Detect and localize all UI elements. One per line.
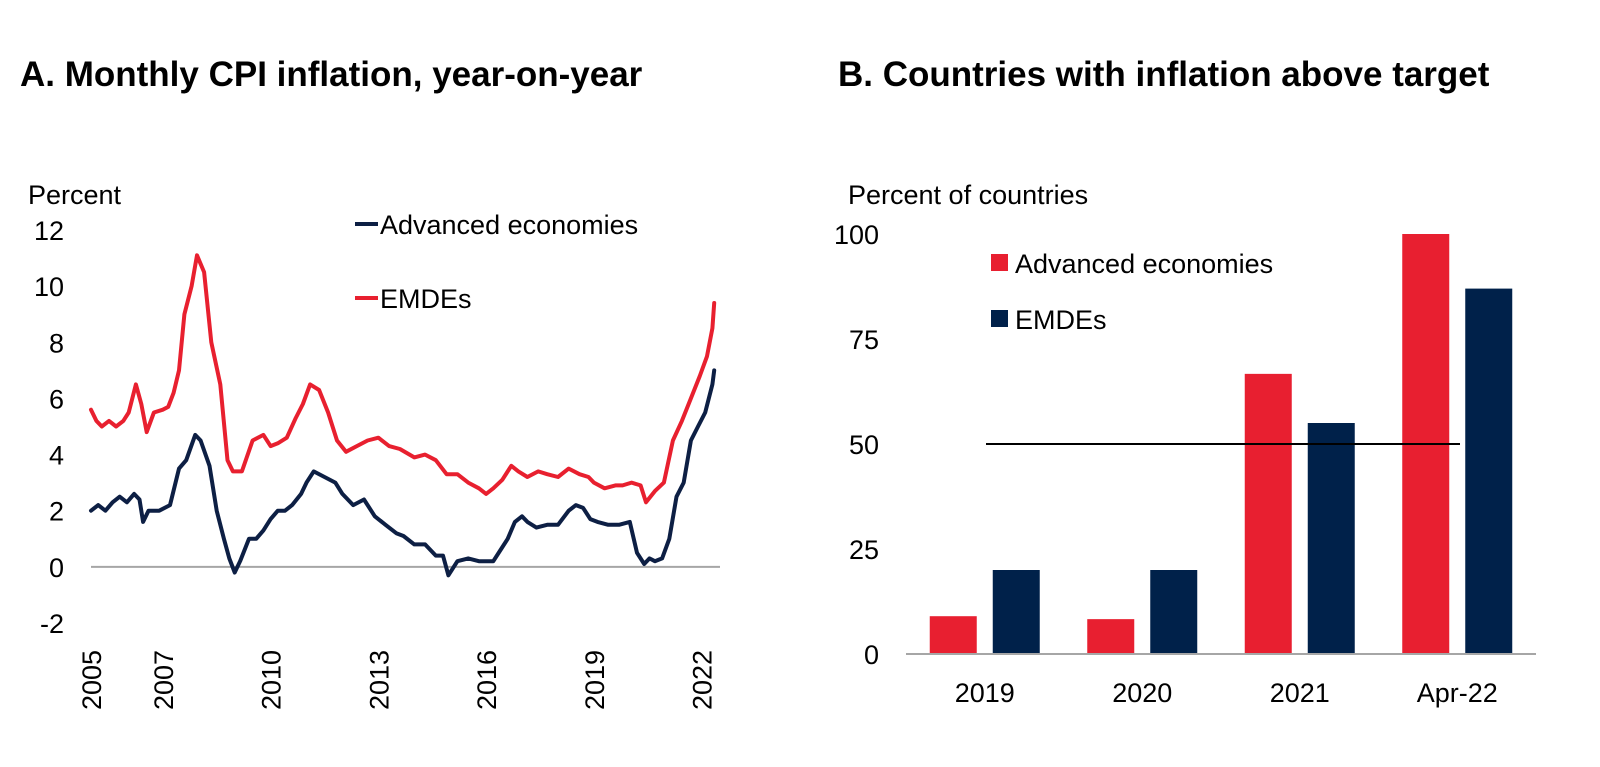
chart-b-bar-emdes	[1465, 288, 1513, 654]
chart-a-x-tick-label: 2013	[364, 650, 394, 710]
chart-b-x-tick-label: 2019	[955, 678, 1015, 708]
chart-a-y-tick-label: 6	[49, 384, 64, 414]
chart-a-series-emdes-line	[89, 253, 717, 505]
chart-b-x-tick-label: 2021	[1270, 678, 1330, 708]
chart-b-title: B. Countries with inflation above target	[838, 55, 1490, 94]
chart-a-y-tick-label: 10	[34, 272, 64, 302]
chart-a-x-tick-label: 2010	[257, 650, 287, 710]
chart-a-legend-emdes-label: EMDEs	[380, 284, 472, 314]
chart-a-title: A. Monthly CPI inflation, year-on-year	[20, 55, 643, 94]
chart-a-legend-advanced-label: Advanced economies	[380, 210, 638, 240]
chart-a-y-tick-label: -2	[40, 609, 64, 639]
chart-b-bar-emdes	[992, 570, 1040, 654]
chart-a-x-tick-label: 2019	[580, 650, 610, 710]
chart-b-bar-emdes	[1150, 570, 1198, 654]
chart-b-y-tick-label: 100	[834, 220, 879, 250]
chart-b-x-tick-label: 2020	[1112, 678, 1172, 708]
chart-b-y-tick-label: 0	[864, 640, 879, 670]
chart-a-y-tick-label: 12	[34, 216, 64, 246]
chart-b-bar-advanced	[1244, 373, 1292, 654]
chart-a-x-tick-label: 2005	[77, 650, 107, 710]
chart-b-y-tick-label: 75	[849, 325, 879, 355]
chart-a-y-tick-label: 8	[49, 328, 64, 358]
chart-a-y-tick-label: 0	[49, 553, 64, 583]
chart-b-bar-advanced	[1087, 619, 1135, 654]
chart-b-legend-emdes-swatch	[991, 310, 1008, 327]
chart-b-legend-advanced-label: Advanced economies	[1015, 249, 1273, 279]
chart-a-series-advanced-line	[89, 368, 717, 578]
chart-a-x-tick-label: 2007	[149, 650, 179, 710]
chart-a-y-tick-label: 2	[49, 497, 64, 527]
chart-a-x-tick-label: 2016	[472, 650, 502, 710]
chart-a-y-axis-label: Percent	[28, 180, 122, 210]
chart-b-y-tick-label: 50	[849, 430, 879, 460]
chart-b-y-tick-label: 25	[849, 535, 879, 565]
chart-a-y-tick-label: 4	[49, 441, 64, 471]
chart-b-bar-advanced	[929, 616, 977, 654]
chart-b-bar-emdes	[1307, 423, 1355, 654]
chart-b-bar-chart: 100 75 50 25 0 2019 2020 2021 Apr-22 Advanced eco…	[834, 220, 1536, 708]
chart-b-y-axis-label: Percent of countries	[848, 180, 1089, 210]
chart-b-x-tick-label: Apr-22	[1417, 678, 1498, 708]
chart-a-x-tick-label: 2022	[688, 650, 718, 710]
chart-a-line-chart: 12 10 8 6 4 2 0 -2 2005 2007 2010 2013 2016 2019 2022 A…	[34, 210, 720, 710]
chart-b-legend-emdes-label: EMDEs	[1015, 305, 1107, 335]
chart-b-legend-advanced-swatch	[991, 254, 1008, 271]
